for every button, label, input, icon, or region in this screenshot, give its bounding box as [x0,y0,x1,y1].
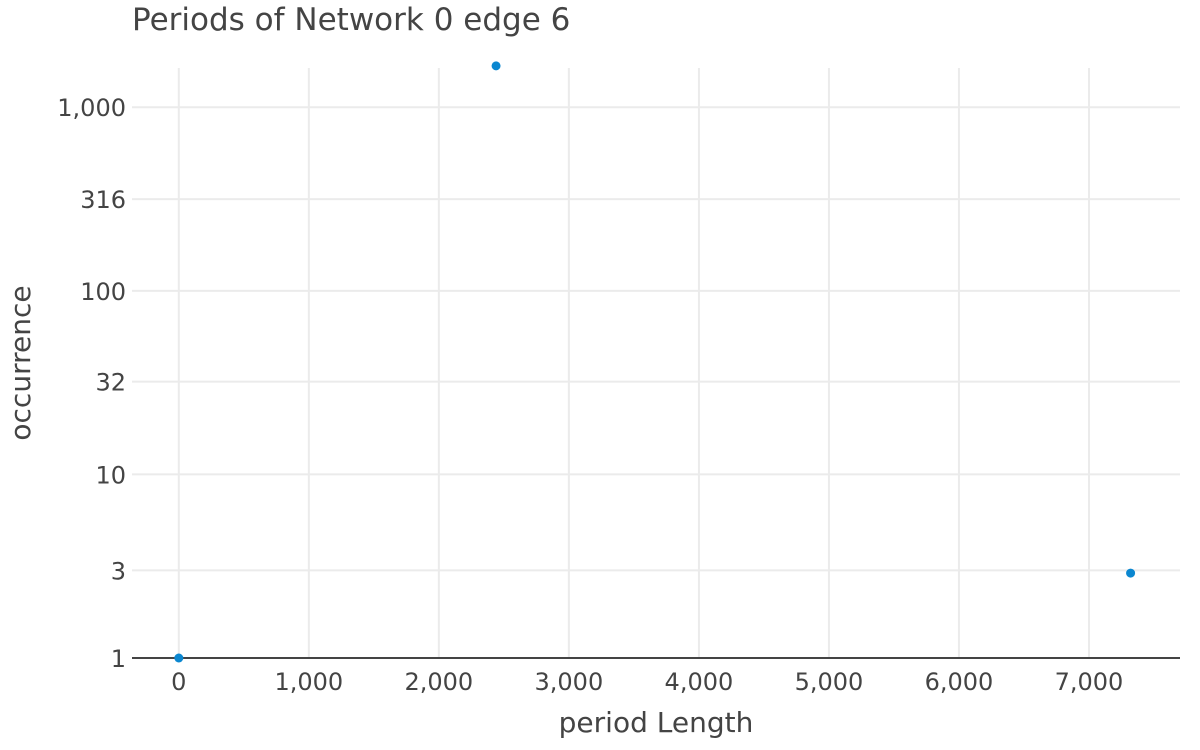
y-axis-title: occurrence [4,285,37,440]
x-tick-label: 1,000 [274,668,343,696]
y-tick-label: 100 [80,278,126,306]
y-axis-ticks: 1 3 10 32 100 316 1,000 [57,94,126,673]
data-points [174,61,1136,663]
y-tick-label: 3 [111,557,126,585]
y-tick-label: 32 [95,369,126,397]
x-tick-label: 4,000 [665,668,734,696]
x-axis-title: period Length [559,706,754,739]
chart-title: Periods of Network 0 edge 6 [132,2,570,38]
data-point[interactable] [174,653,184,663]
x-tick-label: 3,000 [535,668,604,696]
x-tick-label: 6,000 [925,668,994,696]
y-tick-label: 316 [80,186,126,214]
x-tick-label: 5,000 [795,668,864,696]
data-point[interactable] [491,61,501,71]
data-point[interactable] [1126,568,1136,578]
x-axis-ticks: 0 1,000 2,000 3,000 4,000 5,000 6,000 7,000 [171,668,1123,696]
x-tick-label: 7,000 [1055,668,1124,696]
y-tick-label: 1 [111,645,126,673]
y-tick-label: 1,000 [57,94,126,122]
grid [132,68,1180,658]
y-tick-label: 10 [95,461,126,489]
x-tick-label: 2,000 [404,668,473,696]
x-tick-label: 0 [171,668,186,696]
